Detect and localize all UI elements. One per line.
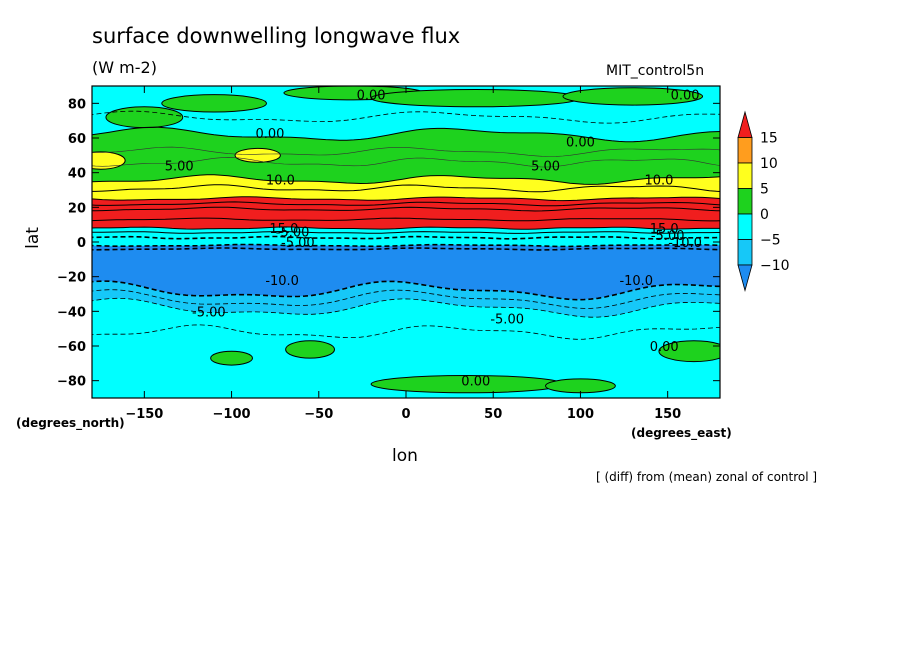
x-axis-unit: (degrees_east) xyxy=(631,426,732,440)
colorbar-seg-5 xyxy=(737,137,753,164)
field-band-yellow xyxy=(92,174,720,201)
contour-label-1: 0.00 xyxy=(671,89,700,104)
contour-label-7: 10.0 xyxy=(644,174,673,189)
colorbar-seg-4 xyxy=(737,162,753,189)
contour-dashed-6 xyxy=(92,324,720,340)
colorbar-label-5: −10 xyxy=(760,258,790,274)
x-axis-label: lon xyxy=(392,446,418,466)
x-tick-label-1: −100 xyxy=(213,407,251,422)
y-tick-label-8: 80 xyxy=(68,97,86,112)
field-band-red xyxy=(92,196,720,230)
contour-solid-5 xyxy=(92,206,720,212)
contour-thin-0 xyxy=(92,157,720,168)
axes-layer: −150 −100 −50 0 50 100 150 −80 −60 −40 −20 0 20 40 60 8… xyxy=(57,86,720,422)
colorbar-seg-1 xyxy=(737,239,753,266)
contour-solid-0 xyxy=(92,126,720,143)
contour-label-12: -5.00 xyxy=(651,229,685,244)
y-axis-unit: (degrees_north) xyxy=(16,416,125,430)
field-band-equator xyxy=(92,226,720,239)
contour-label-3: 0.00 xyxy=(566,135,595,150)
chart-units: (W m-2) xyxy=(92,58,157,77)
contour-label-19: 0.00 xyxy=(461,375,490,390)
contour-dashed-4 xyxy=(92,289,720,309)
field-yblob-0 xyxy=(92,151,126,170)
contour-dashed-2 xyxy=(92,247,720,251)
contour-layer xyxy=(92,110,720,340)
contour-label-15: -10.0 xyxy=(619,274,653,289)
y-tick-label-4: 0 xyxy=(77,236,86,251)
contour-solid-4 xyxy=(92,201,720,207)
colorbar-seg-3 xyxy=(737,188,753,215)
x-tick-label-3: 0 xyxy=(401,407,410,422)
contour-solid-3 xyxy=(92,196,720,202)
chart-title: surface downwelling longwave flux xyxy=(92,24,461,48)
y-tick-label-5: 20 xyxy=(68,201,86,216)
contour-label-0: 0.00 xyxy=(357,89,386,104)
x-tick-label-0: −150 xyxy=(125,407,163,422)
field-blob-9 xyxy=(545,378,616,394)
contour-solid-8 xyxy=(92,231,720,234)
colorbar-label-1: 10 xyxy=(760,156,778,172)
contour-label-4: 5.00 xyxy=(165,160,194,175)
field-band-green xyxy=(92,127,720,185)
contour-label-13: -10.0 xyxy=(668,236,702,251)
field-layer xyxy=(92,86,720,398)
field-yblob-1 xyxy=(234,147,281,163)
contour-label-16: -5.00 xyxy=(192,305,226,320)
contour-thin-1 xyxy=(92,146,720,157)
colorbar-bottom-arrow xyxy=(737,264,753,293)
field-blob-0 xyxy=(105,106,184,129)
colorbar-top-arrow xyxy=(737,110,753,138)
x-tick-label-4: 50 xyxy=(484,407,502,422)
y-tick-label-6: 40 xyxy=(68,167,86,182)
colorbar-label-3: 0 xyxy=(760,207,769,223)
y-tick-label-2: −40 xyxy=(57,305,86,320)
contour-solid-6 xyxy=(92,217,720,222)
contour-dashed-0 xyxy=(92,235,720,240)
contour-label-9: 15.0 xyxy=(650,222,679,237)
contour-label-5: 5.00 xyxy=(531,160,560,175)
contour-dashed-7 xyxy=(92,110,720,124)
field-blob-3 xyxy=(370,88,581,108)
contour-dashed-5 xyxy=(92,297,720,318)
x-tick-label-6: 150 xyxy=(654,407,681,422)
contour-dashed-1 xyxy=(92,243,720,248)
field-blob-1 xyxy=(161,94,267,113)
x-tick-label-5: 100 xyxy=(567,407,594,422)
field-band-blue xyxy=(92,244,720,300)
x-tick-label-2: −50 xyxy=(304,407,333,422)
y-tick-label-7: 60 xyxy=(68,132,86,147)
contour-label-layer: 0.00 0.00 0.00 0.00 5.00 5.00 10.0 10.0 15.0 15.0… xyxy=(165,89,702,390)
field-blob-6 xyxy=(285,340,335,359)
contour-solid-2 xyxy=(92,184,720,193)
colorbar-label-0: 15 xyxy=(760,131,778,147)
field-blob-5 xyxy=(210,350,253,366)
footnote: [ (diff) from (mean) zonal of control ] xyxy=(596,470,818,484)
contour-dashed-3 xyxy=(92,280,720,301)
y-tick-label-0: −80 xyxy=(57,375,86,390)
contour-solid-7 xyxy=(92,226,720,230)
field-band-lightblue xyxy=(92,281,720,318)
colorbar-seg-2 xyxy=(737,213,753,240)
contour-label-18: 0.00 xyxy=(650,340,679,355)
y-tick-label-3: −20 xyxy=(57,271,86,286)
run-label: MIT_control5n xyxy=(606,63,705,79)
colorbar: 15 10 5 0 −5 −10 xyxy=(737,110,790,293)
contour-label-11: -5.00 xyxy=(281,236,315,251)
contour-label-10: -5.00 xyxy=(276,226,310,241)
contour-label-6: 10.0 xyxy=(266,174,295,189)
y-tick-label-1: −60 xyxy=(57,340,86,355)
contour-label-8: 15.0 xyxy=(269,222,298,237)
contour-solid-1 xyxy=(92,174,720,185)
contour-label-2: 0.00 xyxy=(255,127,284,142)
colorbar-label-2: 5 xyxy=(760,182,769,198)
colorbar-label-4: −5 xyxy=(760,233,781,249)
contour-label-14: -10.0 xyxy=(265,274,299,289)
field-blob-8 xyxy=(658,340,720,363)
contour-label-17: -5.00 xyxy=(490,312,524,327)
